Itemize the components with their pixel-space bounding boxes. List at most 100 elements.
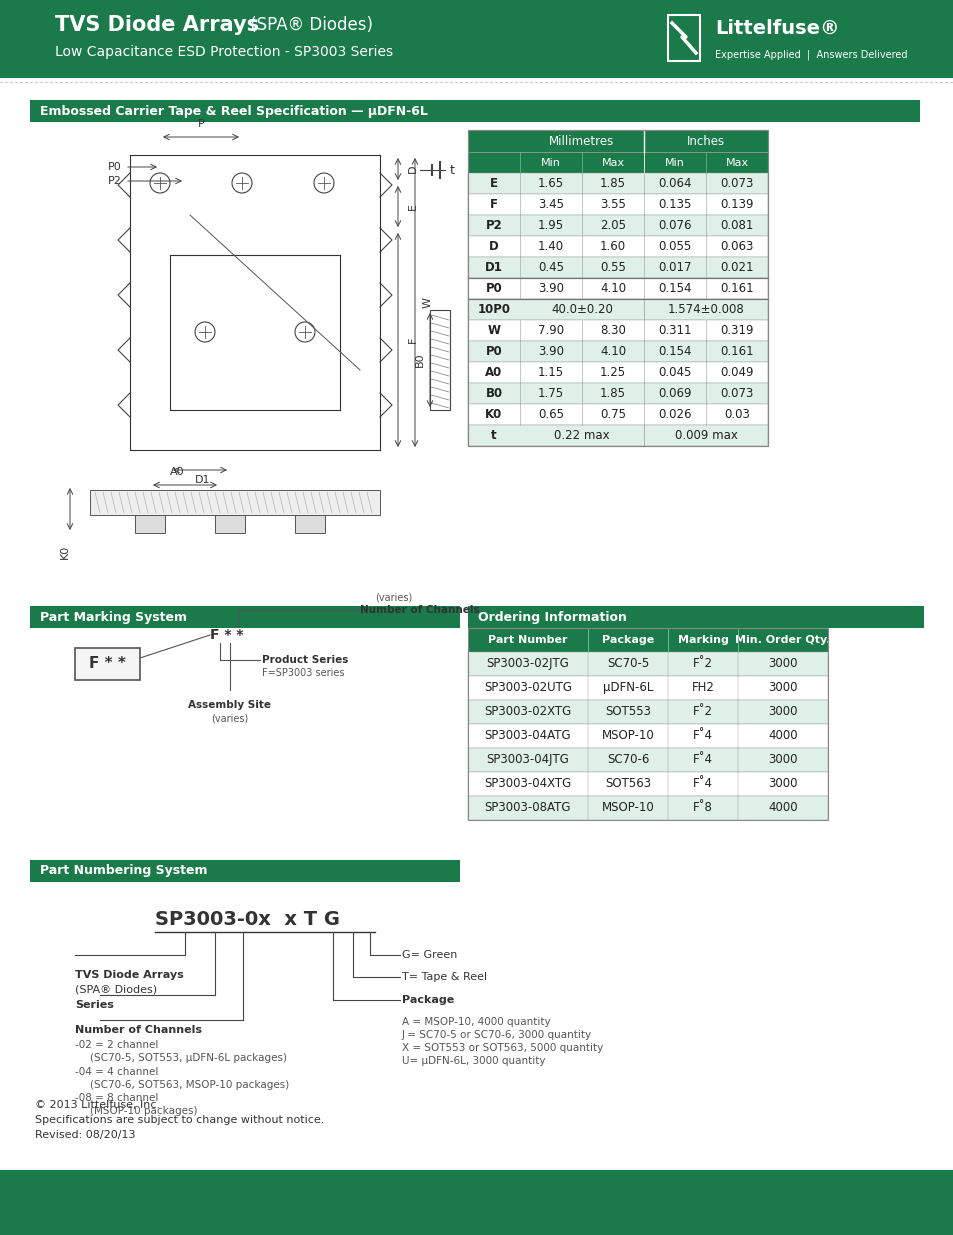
Text: 0.069: 0.069 [658, 387, 691, 400]
Text: A = MSOP-10, 4000 quantity: A = MSOP-10, 4000 quantity [401, 1016, 550, 1028]
Text: Low Capacitance ESD Protection - SP3003 Series: Low Capacitance ESD Protection - SP3003 … [55, 44, 393, 59]
Text: 1.25: 1.25 [599, 366, 625, 379]
Text: D: D [489, 240, 498, 253]
Text: D: D [408, 164, 417, 173]
Text: J = SC70-5 or SC70-6, 3000 quantity: J = SC70-5 or SC70-6, 3000 quantity [401, 1030, 592, 1040]
Text: 4000: 4000 [767, 730, 797, 742]
Text: 10P0: 10P0 [477, 303, 510, 316]
Text: 0.45: 0.45 [537, 261, 563, 274]
Circle shape [232, 173, 252, 193]
Bar [75, 648, 140, 680]
Bar [468, 748, 827, 772]
Text: T= Tape & Reel: T= Tape & Reel [401, 972, 487, 982]
Bar [468, 676, 827, 700]
Text: A0: A0 [170, 467, 185, 477]
Text: (SPA® Diodes): (SPA® Diodes) [75, 986, 157, 995]
Text: t: t [450, 163, 455, 177]
Text: W: W [487, 324, 500, 337]
Text: SOT553: SOT553 [604, 705, 650, 719]
Text: 3.55: 3.55 [599, 198, 625, 211]
Text: 1.75: 1.75 [537, 387, 563, 400]
Text: Millimetres: Millimetres [549, 135, 614, 147]
Bar [468, 130, 767, 152]
Text: D1: D1 [484, 261, 502, 274]
Text: F * *: F * * [210, 629, 243, 642]
Text: 2.05: 2.05 [599, 219, 625, 232]
Text: SP3003-0x  x T G: SP3003-0x x T G [154, 910, 339, 930]
Circle shape [314, 173, 334, 193]
Text: (SPA® Diodes): (SPA® Diodes) [245, 16, 373, 35]
Text: 0.319: 0.319 [720, 324, 753, 337]
Bar [468, 278, 767, 299]
Text: F=SP3003 series: F=SP3003 series [262, 668, 344, 678]
Text: 0.026: 0.026 [658, 408, 691, 421]
Text: Marking: Marking [677, 635, 728, 645]
Text: 1.65: 1.65 [537, 177, 563, 190]
Text: Ordering Information: Ordering Information [477, 610, 626, 624]
Text: 0.045: 0.045 [658, 366, 691, 379]
Text: 0.135: 0.135 [658, 198, 691, 211]
Text: F * *: F * * [89, 657, 126, 672]
Text: 0.049: 0.049 [720, 366, 753, 379]
Bar [468, 215, 767, 236]
Text: 0.22 max: 0.22 max [554, 429, 609, 442]
Text: MSOP-10: MSOP-10 [601, 802, 654, 815]
Text: 3000: 3000 [767, 682, 797, 694]
Text: P: P [197, 119, 204, 128]
Text: 1.95: 1.95 [537, 219, 563, 232]
Text: D1: D1 [194, 475, 211, 485]
Text: 8.30: 8.30 [599, 324, 625, 337]
Text: 7.90: 7.90 [537, 324, 563, 337]
Text: F˚4: F˚4 [692, 730, 712, 742]
Text: 0.161: 0.161 [720, 345, 753, 358]
Text: TVS Diode Arrays: TVS Diode Arrays [55, 15, 259, 35]
Text: F: F [408, 337, 417, 343]
Text: (MSOP-10 packages): (MSOP-10 packages) [90, 1107, 197, 1116]
Text: μDFN-6L: μDFN-6L [602, 682, 653, 694]
Text: Part Number: Part Number [488, 635, 567, 645]
Text: 3000: 3000 [767, 753, 797, 767]
Text: 0.063: 0.063 [720, 240, 753, 253]
Text: 0.081: 0.081 [720, 219, 753, 232]
Bar [30, 606, 459, 629]
Text: 0.009 max: 0.009 max [674, 429, 737, 442]
Bar [468, 130, 767, 446]
Text: 3000: 3000 [767, 778, 797, 790]
Text: F˚4: F˚4 [692, 753, 712, 767]
Text: 0.03: 0.03 [723, 408, 749, 421]
Text: -04 = 4 channel: -04 = 4 channel [75, 1067, 158, 1077]
Text: Package: Package [401, 995, 454, 1005]
Text: 3.45: 3.45 [537, 198, 563, 211]
Text: 3.90: 3.90 [537, 345, 563, 358]
Text: 0.055: 0.055 [658, 240, 691, 253]
Text: P0: P0 [485, 345, 502, 358]
Bar [468, 629, 827, 820]
Text: SC70-6: SC70-6 [606, 753, 648, 767]
Text: (SC70-5, SOT553, μDFN-6L packages): (SC70-5, SOT553, μDFN-6L packages) [90, 1053, 287, 1063]
Bar [468, 606, 923, 629]
Text: t: t [491, 429, 497, 442]
Text: -08 = 8 channel: -08 = 8 channel [75, 1093, 158, 1103]
Text: 3.90: 3.90 [537, 282, 563, 295]
Bar [468, 724, 827, 748]
Text: P2: P2 [485, 219, 502, 232]
Text: 4000: 4000 [767, 802, 797, 815]
Text: FH2: FH2 [691, 682, 714, 694]
Bar [468, 152, 767, 173]
Text: SP3003-02UTG: SP3003-02UTG [483, 682, 572, 694]
Text: 1.85: 1.85 [599, 177, 625, 190]
Text: 3000: 3000 [767, 705, 797, 719]
Bar [0, 1170, 953, 1235]
Text: 0.311: 0.311 [658, 324, 691, 337]
Text: P2: P2 [108, 177, 122, 186]
Text: SP3003-04ATG: SP3003-04ATG [484, 730, 571, 742]
Text: 40.0±0.20: 40.0±0.20 [551, 303, 612, 316]
Text: 0.073: 0.073 [720, 177, 753, 190]
Text: F˚2: F˚2 [692, 705, 712, 719]
Bar [90, 490, 379, 515]
Text: (SC70-6, SOT563, MSOP-10 packages): (SC70-6, SOT563, MSOP-10 packages) [90, 1079, 289, 1091]
Text: 1.60: 1.60 [599, 240, 625, 253]
Text: F: F [490, 198, 497, 211]
Text: 0.65: 0.65 [537, 408, 563, 421]
Text: Assembly Site: Assembly Site [189, 700, 272, 710]
